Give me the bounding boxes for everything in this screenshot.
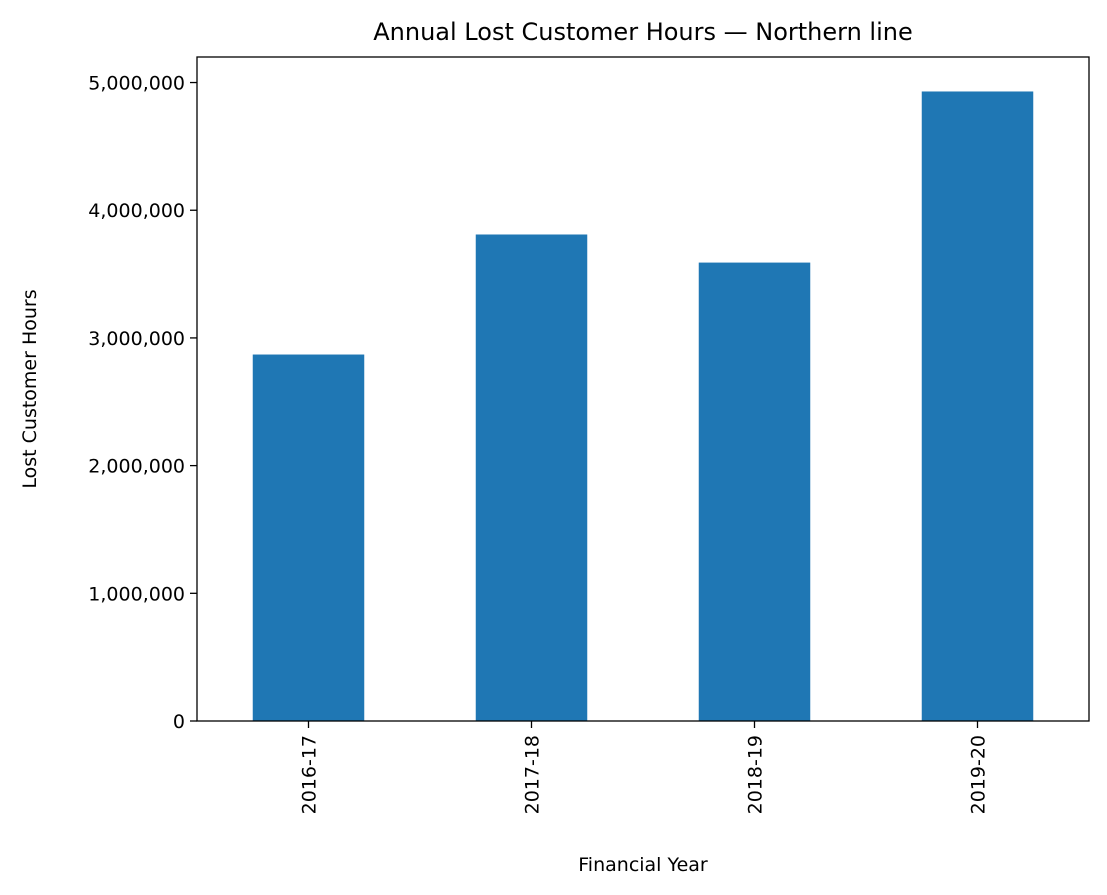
y-axis: 0 1,000,000 2,000,000 3,000,000 4,000,000 5,0… (88, 73, 197, 733)
x-tick-label: 2019-20 (968, 735, 990, 814)
bars-group (253, 91, 1034, 721)
x-tick-label: 2017-18 (522, 735, 544, 814)
x-tick-label: 2018-19 (745, 735, 767, 814)
y-tick-label: 1,000,000 (88, 583, 185, 605)
bar-2017-18 (476, 234, 588, 721)
bar-2019-20 (922, 91, 1034, 721)
y-tick-label: 2,000,000 (88, 456, 185, 478)
x-axis: 2016-17 2017-18 2018-19 2019-20 (299, 721, 990, 814)
x-tick-label: 2016-17 (299, 735, 321, 814)
bar-2016-17 (253, 355, 365, 721)
y-axis-label: Lost Customer Hours (19, 289, 41, 488)
y-tick-label: 0 (173, 711, 185, 733)
y-tick-label: 5,000,000 (88, 73, 185, 95)
x-axis-label: Financial Year (578, 854, 708, 876)
bar-2018-19 (699, 263, 811, 721)
chart-title: Annual Lost Customer Hours — Northern li… (373, 18, 913, 46)
y-tick-label: 4,000,000 (88, 200, 185, 222)
y-tick-label: 3,000,000 (88, 328, 185, 350)
